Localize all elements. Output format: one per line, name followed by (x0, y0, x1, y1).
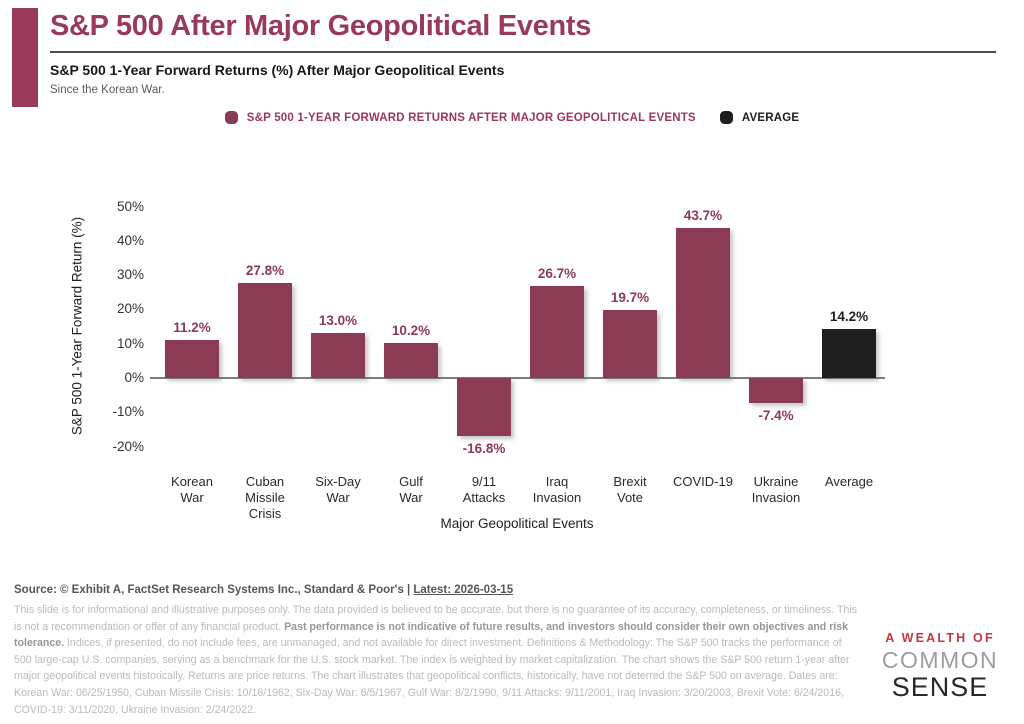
brand-logo: A WEALTH OF COMMON SENSE (868, 632, 1012, 701)
y-axis-title: S&P 500 1-Year Forward Return (%) (69, 216, 85, 436)
bar-value-label: 19.7% (610, 290, 650, 306)
legend-swatch-returns-icon (224, 111, 238, 124)
y-tick-label: 50% (116, 198, 144, 214)
y-tick-label: 30% (116, 267, 144, 283)
chart-subtitle: S&P 500 1-Year Forward Returns (%) After… (50, 62, 505, 78)
bar-9-11-attacks (457, 378, 511, 436)
y-tick-label: 10% (116, 335, 144, 351)
x-tick-label: Brexit Vote (613, 474, 647, 505)
source-latest-link[interactable]: Latest: 2026-03-15 (413, 584, 514, 596)
x-tick-label: Iraq Invasion (532, 474, 582, 505)
bar-cuban-missile-crisis (238, 282, 292, 378)
bar-value-label: 11.2% (173, 319, 211, 335)
title-divider (50, 51, 996, 53)
x-tick-label: Average (824, 474, 874, 489)
x-tick-label: 9/11 Attacks (462, 474, 506, 505)
bar-value-label: 43.7% (683, 208, 723, 224)
bar-value-label: -7.4% (758, 408, 794, 424)
legend-item-average: AVERAGE (719, 111, 800, 124)
title-accent-bar (12, 8, 38, 107)
bar-value-label: 10.2% (391, 323, 431, 338)
x-axis-title: Major Geopolitical Events (440, 516, 594, 531)
chart-legend: S&P 500 1-YEAR FORWARD RETURNS AFTER MAJ… (0, 111, 1024, 124)
source-text: Source: © Exhibit A, FactSet Research Sy… (14, 584, 414, 596)
x-tick-label: Cuban Missile Crisis (245, 474, 285, 521)
bar-value-label: 26.7% (537, 266, 577, 282)
x-tick-label: Gulf War (399, 474, 423, 505)
source-line: Source: © Exhibit A, FactSet Research Sy… (14, 584, 513, 596)
logo-sense: SENSE (891, 671, 989, 702)
bar-value-label: -16.8% (462, 440, 506, 456)
bar-value-label: 27.8% (245, 262, 285, 278)
y-tick-label: -20% (112, 438, 144, 454)
legend-label-average: AVERAGE (741, 111, 800, 124)
y-tick-label: 40% (116, 232, 144, 248)
logo-common: COMMON (881, 646, 999, 673)
disclaimer-text: This slide is for informational and illu… (14, 604, 858, 716)
bar-ukraine-invasion (749, 378, 803, 404)
bar-average (822, 329, 876, 378)
chart-tagline: Since the Korean War. (50, 84, 165, 96)
bar-korean-war (165, 339, 219, 378)
logo-a-wealth-of: A WEALTH OF (885, 631, 995, 645)
legend-swatch-average-icon (719, 111, 733, 124)
bar-value-label: 13.0% (318, 313, 358, 329)
page-title: S&P 500 After Major Geopolitical Events (50, 10, 592, 42)
legend-label-returns: S&P 500 1-YEAR FORWARD RETURNS AFTER MAJ… (246, 111, 696, 124)
y-tick-label: -10% (112, 404, 144, 420)
x-tick-label: COVID-19 (673, 474, 733, 489)
zero-axis-line (150, 377, 885, 379)
legend-item-returns: S&P 500 1-YEAR FORWARD RETURNS AFTER MAJ… (224, 111, 696, 124)
y-tick-label: 0% (124, 370, 144, 385)
bar-six-day-war (311, 333, 365, 378)
y-tick-label: 20% (116, 301, 144, 317)
bar-iraq-invasion (530, 286, 584, 378)
x-tick-label: Korean War (171, 474, 213, 505)
bar-covid-19 (676, 228, 730, 378)
bar-value-label: 14.2% (829, 309, 869, 325)
x-tick-label: Ukraine Invasion (751, 474, 801, 505)
bar-gulf-war (384, 343, 438, 378)
x-tick-label: Six-Day War (315, 474, 361, 505)
bar-brexit-vote (603, 310, 657, 378)
